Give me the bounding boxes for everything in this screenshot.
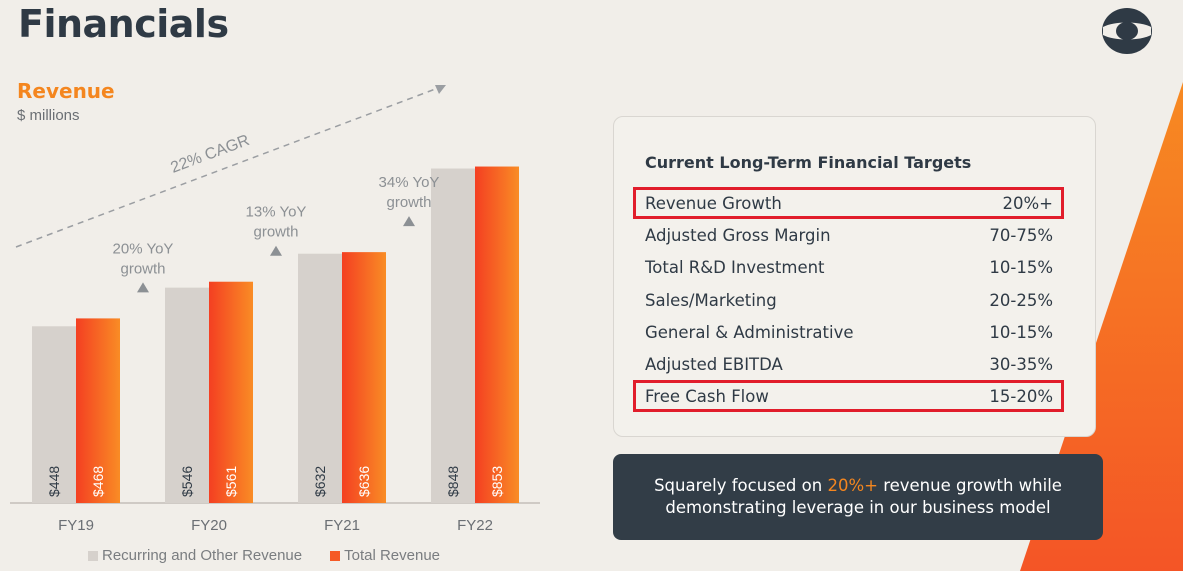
- cagr-arrow-head: [435, 85, 446, 94]
- bar-label-total-fy22: $853: [489, 466, 505, 497]
- target-value: 30-35%: [989, 354, 1053, 374]
- target-value: 10-15%: [989, 257, 1053, 277]
- growth-marker-fy21: [270, 245, 282, 256]
- target-row: Sales/Marketing 20-25%: [645, 285, 1053, 315]
- callout-prefix: Squarely focused on: [654, 476, 828, 495]
- growth-marker-fy22: [403, 216, 415, 227]
- target-label: Total R&D Investment: [645, 257, 825, 277]
- company-logo-icon: [1102, 8, 1152, 54]
- bar-total-fy21: [342, 252, 386, 503]
- x-tick-fy21: FY21: [324, 517, 360, 534]
- growth-label-line2-fy21: growth: [253, 224, 298, 241]
- bar-label-recurring-fy21: $632: [312, 466, 328, 497]
- growth-label-line1-fy20: 20% YoY: [113, 240, 174, 257]
- bar-total-fy22: [475, 166, 519, 504]
- target-label: General & Administrative: [645, 322, 854, 342]
- legend-swatch-recurring: [88, 550, 98, 561]
- page-title: Financials: [18, 2, 229, 46]
- legend-label-total: Total Revenue: [344, 547, 441, 564]
- cagr-arrow-line: [15, 84, 447, 248]
- callout-box: Squarely focused on 20%+ revenue growth …: [613, 454, 1103, 540]
- growth-label-line2-fy20: growth: [120, 260, 165, 277]
- financial-targets-card: Current Long-Term Financial Targets Reve…: [613, 116, 1096, 437]
- growth-label-line1-fy21: 13% YoY: [246, 204, 307, 221]
- target-value: 10-15%: [989, 322, 1053, 342]
- targets-title: Current Long-Term Financial Targets: [645, 153, 972, 172]
- target-label: Revenue Growth: [645, 193, 782, 213]
- bar-recurring-fy19: [32, 326, 76, 503]
- target-row: General & Administrative 10-15%: [645, 317, 1053, 347]
- target-row: Adjusted Gross Margin 70-75%: [645, 220, 1053, 250]
- x-tick-fy20: FY20: [191, 517, 227, 534]
- growth-label-line1-fy22: 34% YoY: [379, 174, 440, 191]
- bar-total-fy19: [76, 318, 120, 503]
- growth-label-line2-fy22: growth: [386, 194, 431, 211]
- bar-label-total-fy21: $636: [356, 466, 372, 497]
- bar-label-total-fy19: $468: [90, 466, 106, 497]
- target-value: 20%+: [1002, 193, 1054, 213]
- callout-line2: demonstrating leverage in our business m…: [665, 498, 1051, 517]
- bar-label-recurring-fy19: $448: [46, 466, 62, 497]
- callout-text: Squarely focused on 20%+ revenue growth …: [654, 475, 1062, 519]
- legend-item-recurring: Recurring and Other Revenue: [88, 547, 302, 564]
- x-tick-fy22: FY22: [457, 517, 493, 534]
- bar-recurring-fy20: [165, 287, 209, 503]
- revenue-subtitle: $ millions: [17, 107, 80, 124]
- bar-label-recurring-fy22: $848: [445, 466, 461, 497]
- callout-highlight: 20%+: [827, 476, 878, 495]
- target-value: 15-20%: [989, 386, 1053, 406]
- target-row: Adjusted EBITDA 30-35%: [645, 349, 1053, 379]
- growth-marker-fy20: [137, 282, 149, 293]
- target-row: Revenue Growth 20%+: [633, 187, 1064, 219]
- legend-item-total: Total Revenue: [330, 547, 440, 564]
- bar-label-total-fy20: $561: [223, 466, 239, 497]
- target-label: Adjusted Gross Margin: [645, 225, 831, 245]
- bar-recurring-fy22: [431, 168, 475, 503]
- revenue-title: Revenue: [17, 79, 115, 103]
- target-value: 20-25%: [989, 290, 1053, 310]
- revenue-bar-chart: 22% CAGR $448 $468 FY19 $546 $561 FY20 $632 $63…: [10, 84, 540, 534]
- bar-recurring-fy21: [298, 253, 342, 503]
- legend-label-recurring: Recurring and Other Revenue: [102, 547, 303, 564]
- target-label: Free Cash Flow: [645, 386, 769, 406]
- target-label: Sales/Marketing: [645, 290, 777, 310]
- x-tick-fy19: FY19: [58, 517, 94, 534]
- target-value: 70-75%: [989, 225, 1053, 245]
- bar-total-fy20: [209, 281, 253, 503]
- bar-label-recurring-fy20: $546: [179, 466, 195, 497]
- callout-suffix: revenue growth while: [877, 476, 1062, 495]
- target-row: Free Cash Flow 15-20%: [633, 380, 1064, 412]
- cagr-label: 22% CAGR: [168, 132, 251, 177]
- chart-legend: Recurring and Other Revenue Total Revenu…: [88, 547, 440, 564]
- target-label: Adjusted EBITDA: [645, 354, 783, 374]
- target-row: Total R&D Investment 10-15%: [645, 252, 1053, 282]
- legend-swatch-total: [330, 550, 341, 561]
